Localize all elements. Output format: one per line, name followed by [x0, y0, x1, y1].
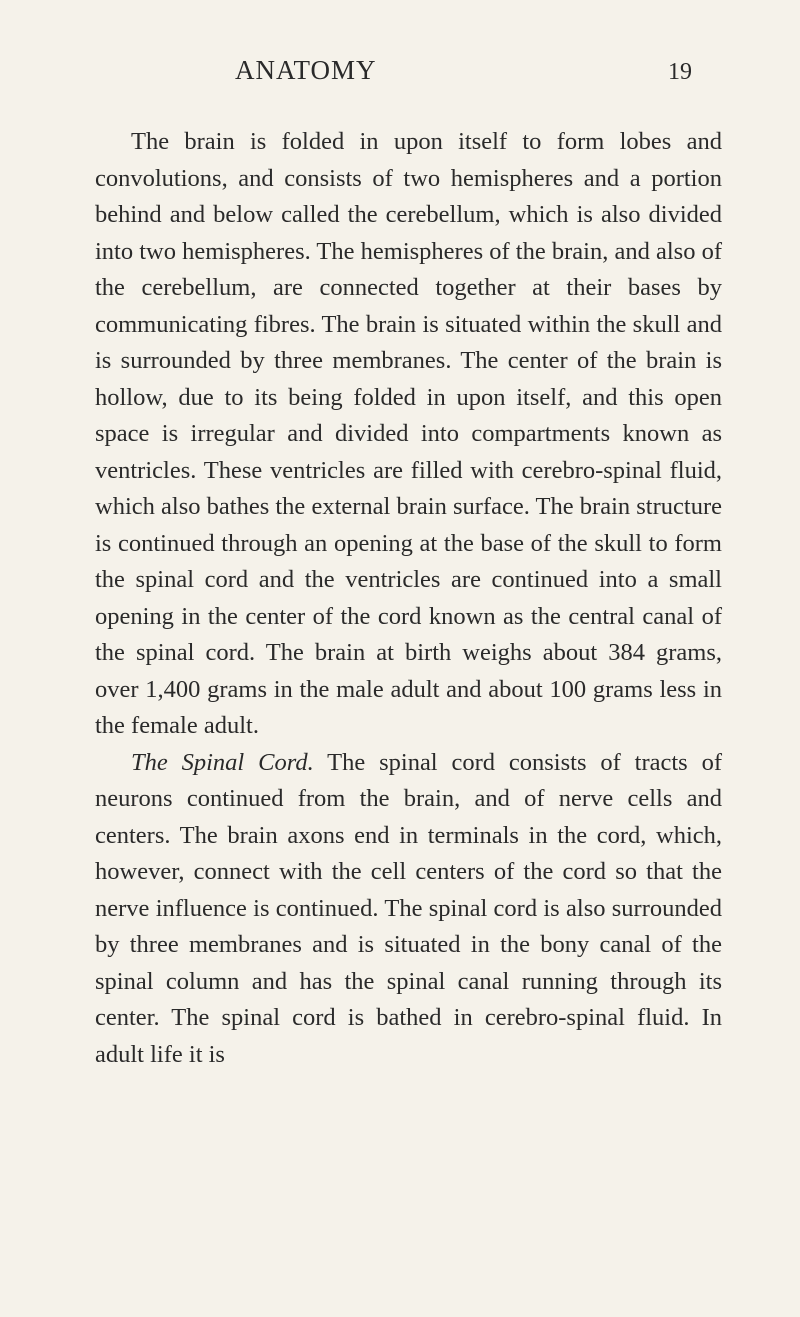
paragraph-2-text: The spinal cord consists of tracts of ne… — [95, 749, 722, 1068]
page-header: ANATOMY 19 — [95, 55, 722, 86]
paragraph-heading-italic: The Spinal Cord. — [131, 749, 314, 776]
body-paragraph-1: The brain is folded in upon itself to fo… — [95, 124, 722, 745]
section-title: ANATOMY — [235, 55, 377, 86]
page-number: 19 — [668, 59, 692, 86]
body-paragraph-2: The Spinal Cord. The spinal cord consist… — [95, 745, 722, 1074]
